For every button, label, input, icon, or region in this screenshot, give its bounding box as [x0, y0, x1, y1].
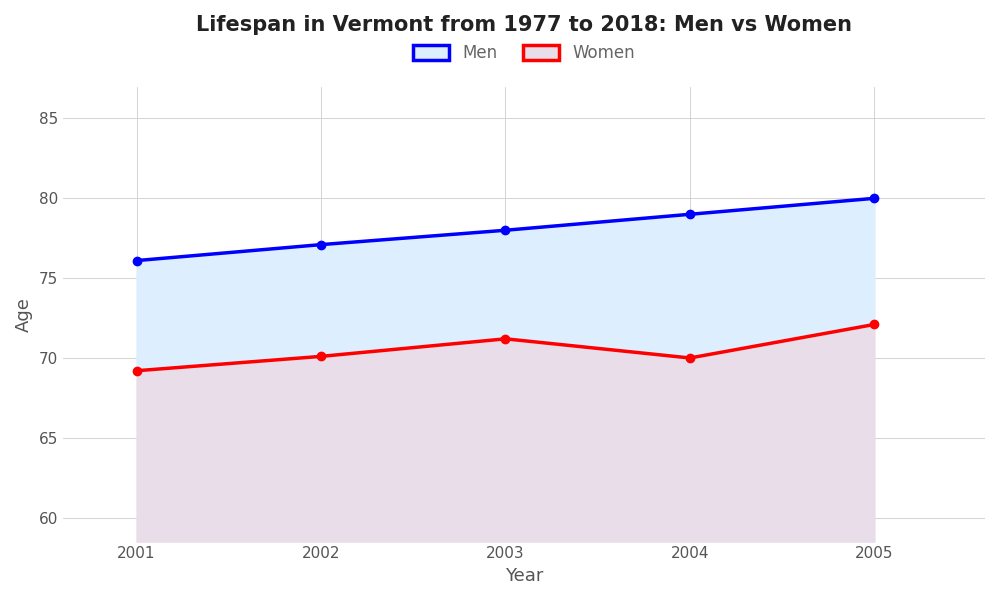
- Title: Lifespan in Vermont from 1977 to 2018: Men vs Women: Lifespan in Vermont from 1977 to 2018: M…: [196, 15, 852, 35]
- Legend: Men, Women: Men, Women: [404, 36, 644, 70]
- Y-axis label: Age: Age: [15, 296, 33, 332]
- X-axis label: Year: Year: [505, 567, 543, 585]
